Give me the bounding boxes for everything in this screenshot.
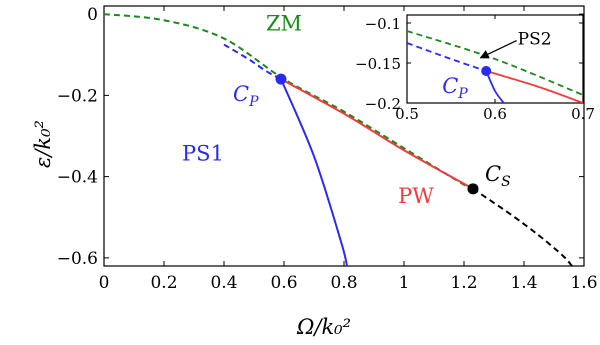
inset-series-inset-blue-solid [485,70,505,103]
main-x-tick-label: 1.6 [570,273,597,293]
region-label-pw: PW [398,184,434,208]
main-series-black-dashed [472,187,573,266]
main-x-tick-label: 1.4 [510,273,537,293]
inset-series-inset-red-solid [485,70,583,103]
inset-plot: 0.5 0.6 0.7 −0.1 −0.15 −0.2 PS2 CP [355,14,595,123]
main-y-tick-label: −0.6 [57,249,98,269]
main-plot: 0 0.2 0.4 0.6 0.8 1 1.2 1.4 1.6 0 −0.2 −0.4 −0.6 Ω/k₀… [31,5,598,339]
inset-point-inset-cp [481,66,492,76]
inset-y-tick-label: −0.15 [355,55,401,73]
inset-series-inset-blue-dashed [407,42,487,72]
main-x-tick-label: 0.4 [210,273,237,293]
main-y-tick-label: −0.4 [57,168,98,188]
x-axis-title: Ω/k₀² [296,315,351,339]
main-y-tick-label: 0 [87,5,98,25]
inset-label-cp: CP [442,74,468,102]
inset-y-tick-label: −0.1 [365,15,401,33]
main-point-cp [275,73,287,85]
main-y-tick-label: −0.2 [57,86,98,106]
main-point-cs [467,183,479,195]
main-x-tick-label: 1 [399,273,410,293]
label-cs: CS [485,162,511,190]
region-label-zm: ZM [266,11,302,35]
inset-x-tick-label: 0.5 [395,105,419,123]
main-x-tick-label: 0 [99,273,110,293]
main-series-zm-green-dashed [104,13,474,191]
inset-y-tick-label: −0.2 [365,95,401,113]
y-axis-title: ε/k₀² [31,120,55,168]
inset-x-tick-label: 0.7 [571,105,595,123]
main-series-red-solid [280,78,474,190]
main-series-blue-dashed [223,43,282,81]
ps2-arrow [479,40,517,59]
inset-x-tick-label: 0.6 [483,105,507,123]
region-label-ps1: PS1 [182,141,224,165]
main-x-tick-label: 1.2 [450,273,477,293]
main-x-tick-label: 0.8 [330,273,357,293]
main-x-tick-label: 0.6 [270,273,297,293]
label-cp: CP [233,82,259,110]
region-label-ps2: PS2 [518,30,552,50]
main-x-tick-label: 0.2 [150,273,177,293]
main-series-blue-solid [280,78,348,266]
inset-series-inset-green-dashed [407,30,583,96]
